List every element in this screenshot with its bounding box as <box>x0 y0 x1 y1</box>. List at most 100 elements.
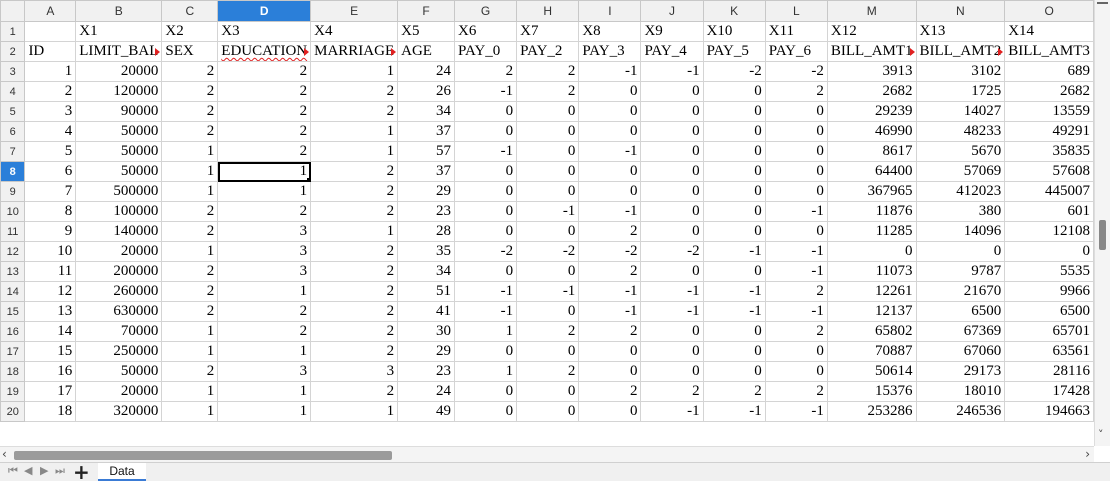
cell-j20[interactable]: -1 <box>640 401 704 422</box>
cell-a10[interactable]: 8 <box>24 201 77 222</box>
cell-n4[interactable]: 1725 <box>915 81 1006 102</box>
cell-c14[interactable]: 2 <box>161 281 219 302</box>
cell-d15[interactable]: 2 <box>217 301 312 322</box>
cell-g4[interactable]: -1 <box>454 81 518 102</box>
cell-d10[interactable]: 2 <box>217 201 312 222</box>
cell-d20[interactable]: 1 <box>217 401 312 422</box>
cell-g11[interactable]: 0 <box>454 221 518 242</box>
cell-k5[interactable]: 0 <box>702 101 766 122</box>
cell-d5[interactable]: 2 <box>217 101 312 122</box>
cell-m17[interactable]: 70887 <box>826 341 917 362</box>
cell-k20[interactable]: -1 <box>702 401 766 422</box>
cell-c4[interactable]: 2 <box>161 81 219 102</box>
cell-b6[interactable]: 50000 <box>75 121 163 142</box>
cell-c7[interactable]: 1 <box>161 141 219 162</box>
cell-n9[interactable]: 412023 <box>915 181 1006 202</box>
cell-d14[interactable]: 1 <box>217 281 312 302</box>
cell-g17[interactable]: 0 <box>454 341 518 362</box>
cell-n7[interactable]: 5670 <box>915 141 1006 162</box>
cell-j14[interactable]: -1 <box>640 281 704 302</box>
cell-l8[interactable]: 0 <box>764 161 828 182</box>
cell-n14[interactable]: 21670 <box>915 281 1006 302</box>
column-header-j[interactable]: J <box>640 0 704 22</box>
cell-a12[interactable]: 10 <box>24 241 77 262</box>
row-header-19[interactable]: 19 <box>0 381 26 402</box>
cell-a1[interactable] <box>24 21 77 42</box>
cell-l4[interactable]: 2 <box>764 81 828 102</box>
cell-d6[interactable]: 2 <box>217 121 312 142</box>
cell-n19[interactable]: 18010 <box>915 381 1006 402</box>
cell-m16[interactable]: 65802 <box>826 321 917 342</box>
cell-b10[interactable]: 100000 <box>75 201 163 222</box>
cell-k3[interactable]: -2 <box>702 61 766 82</box>
cell-a5[interactable]: 3 <box>24 101 77 122</box>
cell-l6[interactable]: 0 <box>764 121 828 142</box>
cell-h9[interactable]: 0 <box>516 181 580 202</box>
column-header-n[interactable]: N <box>915 0 1006 22</box>
cell-d1[interactable]: X3 <box>217 21 312 42</box>
cell-n5[interactable]: 14027 <box>915 101 1006 122</box>
cell-n16[interactable]: 67369 <box>915 321 1006 342</box>
cell-b3[interactable]: 20000 <box>75 61 163 82</box>
cell-c13[interactable]: 2 <box>161 261 219 282</box>
cell-m20[interactable]: 253286 <box>826 401 917 422</box>
cell-c11[interactable]: 2 <box>161 221 219 242</box>
cell-n20[interactable]: 246536 <box>915 401 1006 422</box>
cell-l20[interactable]: -1 <box>764 401 828 422</box>
cell-j6[interactable]: 0 <box>640 121 704 142</box>
cell-d7[interactable]: 2 <box>217 141 312 162</box>
cell-b15[interactable]: 630000 <box>75 301 163 322</box>
column-header-g[interactable]: G <box>454 0 518 22</box>
cell-f16[interactable]: 30 <box>397 321 456 342</box>
cell-b12[interactable]: 20000 <box>75 241 163 262</box>
cell-a17[interactable]: 15 <box>24 341 77 362</box>
cell-h20[interactable]: 0 <box>516 401 580 422</box>
cell-o20[interactable]: 194663 <box>1004 401 1094 422</box>
cell-c18[interactable]: 2 <box>161 361 219 382</box>
cell-c17[interactable]: 1 <box>161 341 219 362</box>
cell-c6[interactable]: 2 <box>161 121 219 142</box>
row-header-10[interactable]: 10 <box>0 201 26 222</box>
column-header-k[interactable]: K <box>702 0 766 22</box>
cell-a9[interactable]: 7 <box>24 181 77 202</box>
cell-k9[interactable]: 0 <box>702 181 766 202</box>
cell-i17[interactable]: 0 <box>578 341 642 362</box>
cell-c1[interactable]: X2 <box>161 21 219 42</box>
cell-m6[interactable]: 46990 <box>826 121 917 142</box>
plus-icon[interactable]: + <box>73 460 90 484</box>
cell-g19[interactable]: 0 <box>454 381 518 402</box>
cell-e8[interactable]: 2 <box>310 161 399 182</box>
cell-g15[interactable]: -1 <box>454 301 518 322</box>
cell-b14[interactable]: 260000 <box>75 281 163 302</box>
cell-h8[interactable]: 0 <box>516 161 580 182</box>
cell-k2[interactable]: PAY_5 <box>702 41 766 62</box>
cell-c2[interactable]: SEX <box>161 41 219 62</box>
column-header-f[interactable]: F <box>397 0 456 22</box>
cell-n11[interactable]: 14096 <box>915 221 1006 242</box>
cell-b11[interactable]: 140000 <box>75 221 163 242</box>
cell-g20[interactable]: 0 <box>454 401 518 422</box>
cell-a20[interactable]: 18 <box>24 401 77 422</box>
row-header-20[interactable]: 20 <box>0 401 26 422</box>
cell-l2[interactable]: PAY_6 <box>764 41 828 62</box>
cell-h10[interactable]: -1 <box>516 201 580 222</box>
cell-g12[interactable]: -2 <box>454 241 518 262</box>
cell-e1[interactable]: X4 <box>310 21 399 42</box>
select-all-corner[interactable] <box>0 0 26 22</box>
cell-k14[interactable]: -1 <box>702 281 766 302</box>
column-header-h[interactable]: H <box>516 0 580 22</box>
cell-e17[interactable]: 2 <box>310 341 399 362</box>
cell-h7[interactable]: 0 <box>516 141 580 162</box>
cell-o9[interactable]: 445007 <box>1004 181 1094 202</box>
row-header-2[interactable]: 2 <box>0 41 26 62</box>
row-header-3[interactable]: 3 <box>0 61 26 82</box>
cell-k18[interactable]: 0 <box>702 361 766 382</box>
cell-j7[interactable]: 0 <box>640 141 704 162</box>
cell-f1[interactable]: X5 <box>397 21 456 42</box>
cell-k7[interactable]: 0 <box>702 141 766 162</box>
cell-f14[interactable]: 51 <box>397 281 456 302</box>
row-header-1[interactable]: 1 <box>0 21 26 42</box>
cell-b9[interactable]: 500000 <box>75 181 163 202</box>
cell-h11[interactable]: 0 <box>516 221 580 242</box>
cell-c12[interactable]: 1 <box>161 241 219 262</box>
